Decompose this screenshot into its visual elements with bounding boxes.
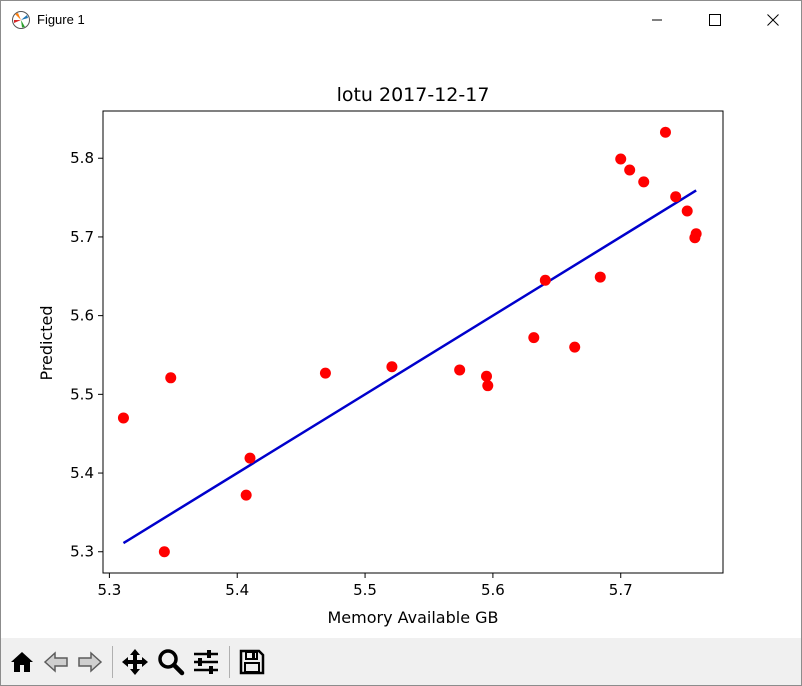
matplotlib-app-icon	[12, 11, 30, 29]
scatter-point	[539, 274, 551, 286]
configure-subplots-button[interactable]	[191, 647, 221, 677]
scatter-point	[481, 370, 493, 382]
scatter-point	[569, 341, 581, 353]
toolbar-separator	[229, 646, 230, 678]
back-button[interactable]	[41, 647, 71, 677]
plot-area	[102, 110, 724, 574]
y-tick-label: 5.7	[70, 228, 94, 246]
y-tick-label: 5.6	[70, 307, 94, 325]
scatter-point	[240, 489, 252, 501]
save-icon	[239, 649, 265, 675]
scatter-point	[454, 364, 466, 376]
figure-canvas[interactable]: lotu 2017-12-17 5.3 5.4 5.5 5.6 5.7 5.8 5.3 5.…	[1, 39, 801, 638]
scatter-point	[386, 361, 398, 373]
data-points	[117, 126, 702, 558]
scatter-point	[594, 271, 606, 283]
scatter-point	[615, 153, 627, 165]
window-title: Figure 1	[37, 12, 85, 27]
home-icon	[11, 652, 33, 672]
scatter-point	[244, 452, 256, 464]
close-icon	[767, 14, 779, 26]
scatter-point	[659, 126, 671, 138]
scatter-point	[482, 380, 494, 392]
configure-subplots-icon	[194, 650, 218, 674]
navigation-toolbar	[1, 638, 801, 685]
save-button[interactable]	[237, 647, 267, 677]
chart-title: lotu 2017-12-17	[337, 84, 490, 106]
pan-icon	[122, 649, 148, 675]
back-icon	[43, 651, 68, 673]
scatter-point	[624, 164, 636, 176]
maximize-icon	[709, 14, 721, 26]
regression-line-group	[122, 189, 697, 545]
scatter-chart: lotu 2017-12-17 5.35.45.55.65.75.8 5.3 5.…	[37, 84, 724, 627]
forward-button[interactable]	[75, 647, 105, 677]
scatter-point	[670, 191, 682, 203]
minimize-icon	[652, 19, 662, 21]
zoom-icon	[158, 649, 185, 676]
x-axis: 5.3 5.4 5.5 5.6 5.7	[97, 573, 633, 599]
close-button[interactable]	[744, 1, 802, 39]
y-axis: 5.3 5.4 5.5 5.6 5.7 5.8	[70, 149, 103, 561]
x-tick-label: 5.6	[481, 581, 505, 599]
pan-button[interactable]	[120, 647, 150, 677]
y-tick-label: 5.3	[70, 543, 94, 561]
y-tick-label: 5.4	[70, 464, 94, 482]
scatter-point	[638, 176, 650, 188]
x-axis-label: Memory Available GB	[327, 608, 498, 627]
x-tick-label: 5.7	[609, 581, 633, 599]
x-tick-label: 5.4	[225, 581, 249, 599]
y-tick-label: 5.5	[70, 385, 94, 403]
title-bar[interactable]: Figure 1	[1, 1, 801, 39]
regression-line	[122, 189, 697, 545]
home-button[interactable]	[7, 647, 37, 677]
minimize-button[interactable]	[628, 1, 686, 39]
forward-icon	[78, 651, 103, 673]
scatter-point	[158, 546, 170, 558]
x-tick-label: 5.5	[353, 581, 377, 599]
zoom-button[interactable]	[156, 647, 186, 677]
x-tick-label: 5.3	[97, 581, 121, 599]
scatter-point	[681, 205, 693, 217]
y-axis-label: Predicted	[37, 305, 56, 380]
scatter-point	[165, 372, 177, 384]
y-tick-label: 5.8	[70, 149, 94, 167]
scatter-point	[690, 228, 702, 240]
scatter-point	[117, 412, 129, 424]
scatter-point	[528, 332, 540, 344]
scatter-point	[319, 367, 331, 379]
maximize-button[interactable]	[686, 1, 744, 39]
toolbar-separator	[112, 646, 113, 678]
